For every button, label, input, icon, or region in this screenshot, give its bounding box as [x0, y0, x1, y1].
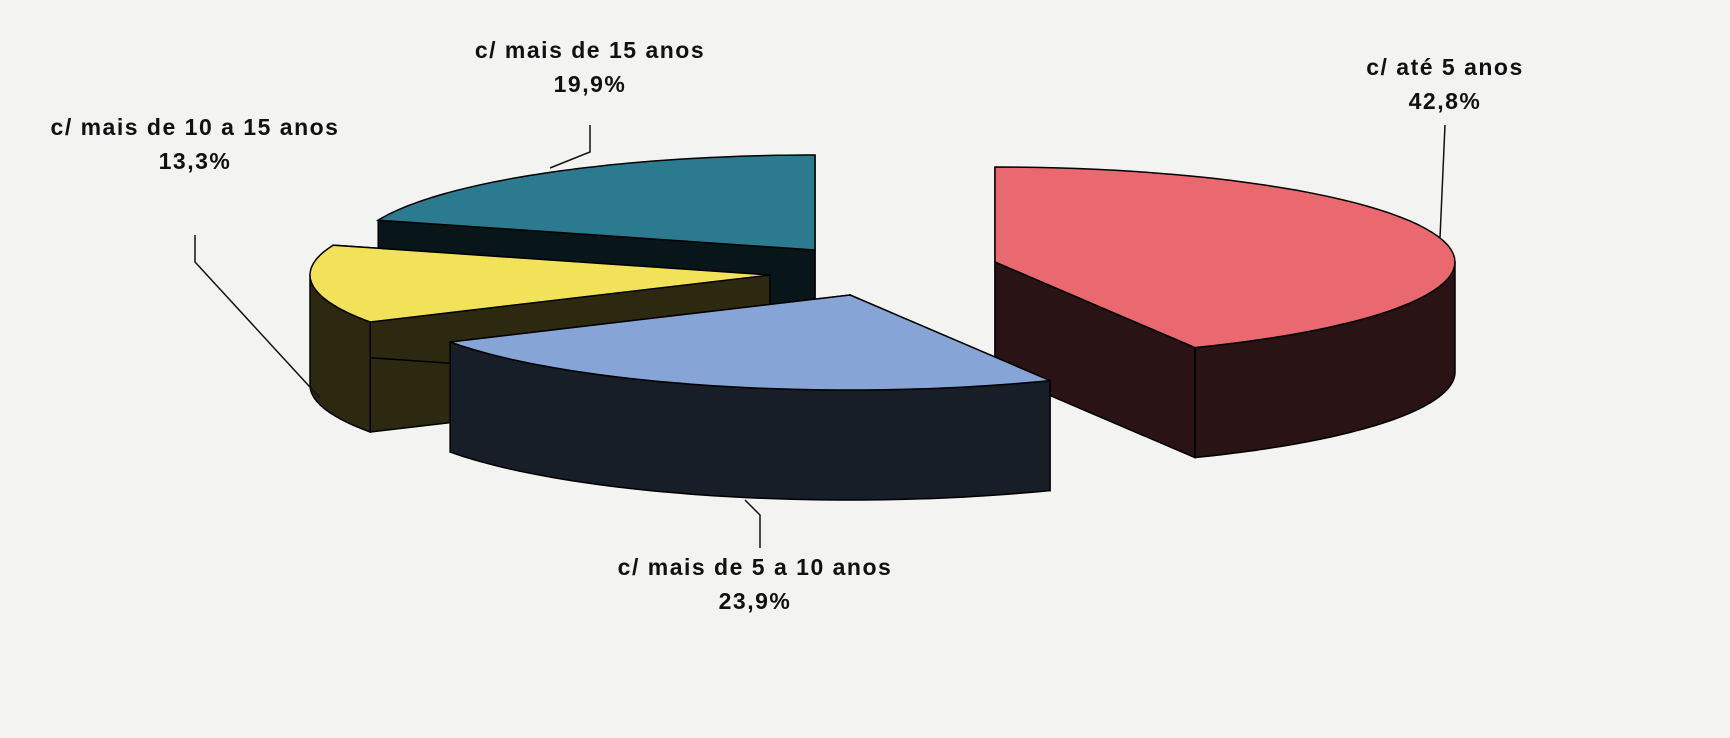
- slice-top: [994, 166, 1456, 349]
- slice-top: [449, 294, 1051, 391]
- leader-line: [194, 235, 321, 399]
- slice-top: [309, 244, 771, 323]
- slice-label: c/ mais de 5 a 10 anos 23,9%: [610, 550, 900, 618]
- leader-line: [549, 125, 591, 169]
- slice: [449, 293, 1051, 501]
- leader-line: [744, 499, 761, 548]
- category-label: c/ mais de 5 a 10 anos: [617, 554, 893, 580]
- value-label: 23,9%: [718, 588, 792, 614]
- leader-line: [1439, 124, 1446, 239]
- value-label: 13,3%: [158, 148, 232, 174]
- category-label: c/ mais de 10 a 15 anos: [50, 114, 340, 140]
- slice-label: c/ mais de 10 a 15 anos 13,3%: [45, 110, 345, 178]
- value-label: 42,8%: [1408, 88, 1482, 114]
- value-label: 19,9%: [553, 71, 627, 97]
- category-label: c/ mais de 15 anos: [474, 37, 706, 63]
- slice: [994, 166, 1456, 459]
- slice-label: c/ mais de 15 anos 19,9%: [420, 33, 760, 101]
- slice-top: [375, 154, 816, 251]
- slice-label: c/ até 5 anos 42,8%: [1315, 50, 1575, 118]
- category-label: c/ até 5 anos: [1366, 54, 1524, 80]
